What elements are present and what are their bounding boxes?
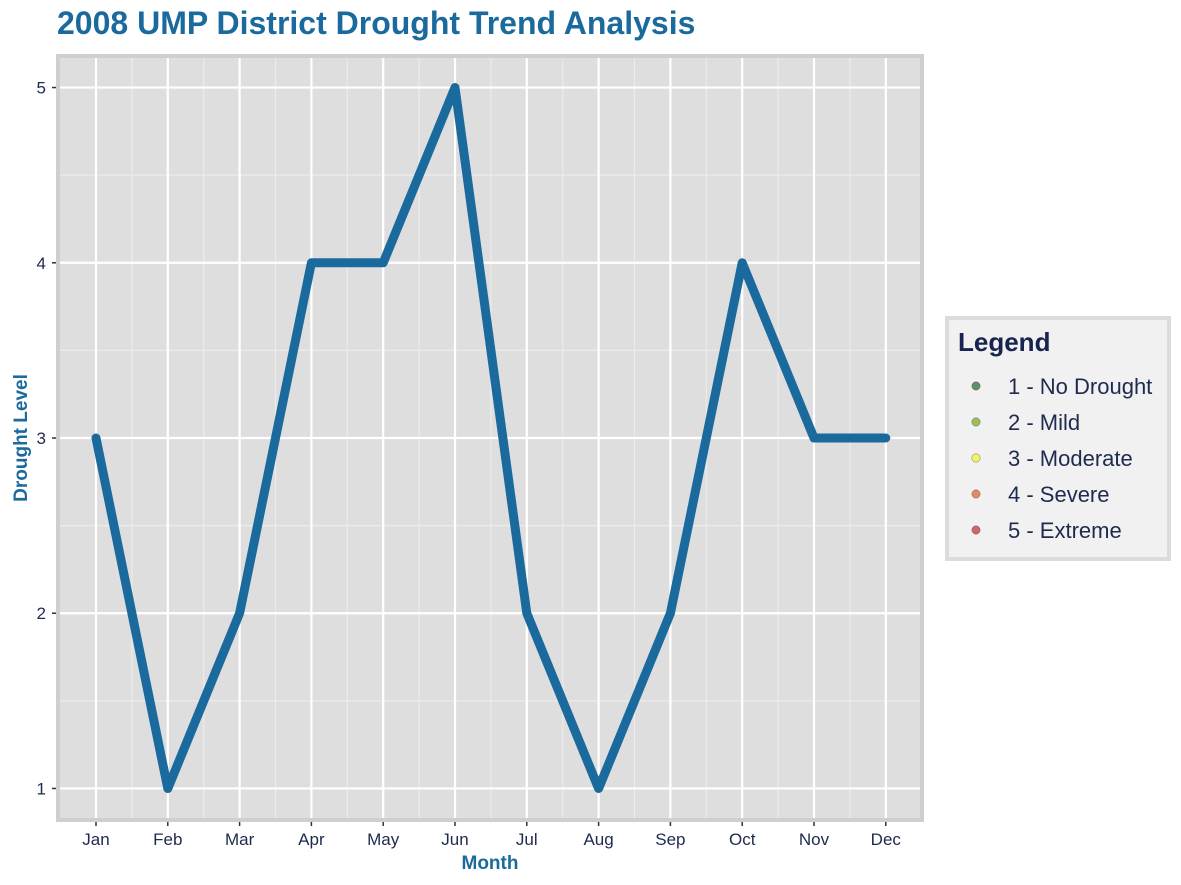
x-tick-label: Nov — [799, 830, 830, 849]
y-tick-label: 5 — [37, 79, 46, 98]
series-line — [91, 83, 891, 793]
legend-item-label: 5 - Extreme — [1008, 518, 1122, 543]
x-tick-label: Sep — [655, 830, 685, 849]
x-tick-label: May — [367, 830, 400, 849]
x-axis-title: Month — [462, 853, 519, 874]
legend-key-dot — [971, 525, 981, 535]
legend-key-dot — [971, 453, 981, 463]
legend-item-label: 3 - Moderate — [1008, 446, 1133, 471]
legend-key-dot — [971, 417, 981, 427]
x-tick-label: Dec — [871, 830, 902, 849]
y-tick-label: 4 — [37, 254, 46, 273]
y-axis: 1 2 3 4 5 — [37, 79, 56, 798]
y-axis-title: Drought Level — [11, 374, 32, 502]
legend-items: 1 - No Drought 2 - Mild 3 - Moderate 4 - Se… — [971, 374, 1152, 543]
x-tick-label: Mar — [225, 830, 255, 849]
x-tick-label: Aug — [583, 830, 613, 849]
plot-panel — [56, 54, 924, 822]
x-tick-label: Apr — [298, 830, 325, 849]
x-tick-label: Oct — [729, 830, 756, 849]
x-tick-label: Jun — [441, 830, 468, 849]
legend-box — [945, 316, 1171, 561]
legend-title: Legend — [958, 327, 1050, 357]
y-tick-label: 3 — [37, 429, 46, 448]
legend: Legend 1 - No Drought 2 - Mild 3 - Moderat… — [945, 316, 1171, 561]
x-axis: Jan Feb Mar Apr May Jun Jul Aug Sep Oct Nov Dec — [82, 822, 901, 849]
legend-item-label: 4 - Severe — [1008, 482, 1110, 507]
x-tick-label: Jul — [516, 830, 538, 849]
y-tick-label: 1 — [37, 779, 46, 798]
legend-item-label: 2 - Mild — [1008, 410, 1080, 435]
chart-title: 2008 UMP District Drought Trend Analysis — [57, 5, 695, 41]
y-tick-label: 2 — [37, 604, 46, 623]
legend-item-label: 1 - No Drought — [1008, 374, 1152, 399]
legend-key-dot — [971, 489, 981, 499]
x-tick-label: Jan — [82, 830, 109, 849]
legend-key-dot — [971, 381, 981, 391]
x-tick-label: Feb — [153, 830, 182, 849]
